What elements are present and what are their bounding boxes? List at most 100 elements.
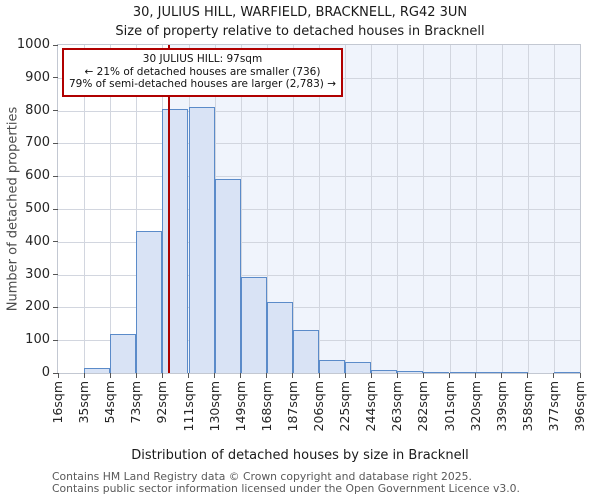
histogram-bar — [188, 107, 215, 373]
x-tick-mark — [553, 373, 555, 378]
x-tick-label: 225sqm — [337, 381, 353, 432]
gridline-vertical — [110, 45, 112, 373]
gridline-vertical — [423, 45, 425, 373]
gridline-vertical — [475, 45, 477, 373]
annotation-line-3: 79% of semi-detached houses are larger (… — [68, 78, 336, 90]
property-marker-line — [168, 45, 171, 373]
x-tick-label: 377sqm — [545, 381, 561, 432]
gridline-vertical — [397, 45, 399, 373]
x-tick-mark — [370, 373, 372, 378]
y-tick-label: 600 — [25, 168, 50, 184]
x-tick-label: 130sqm — [206, 381, 222, 432]
y-tick-label: 1000 — [16, 37, 50, 52]
y-tick-mark — [53, 306, 58, 308]
x-tick-label: 187sqm — [284, 381, 300, 432]
histogram-bar — [475, 372, 502, 373]
x-tick-mark — [161, 373, 163, 378]
x-tick-label: 301sqm — [441, 381, 457, 432]
x-tick-mark — [527, 373, 529, 378]
y-tick-mark — [53, 142, 58, 144]
footer-line-1: Contains HM Land Registry data © Crown c… — [52, 470, 472, 483]
y-tick-label: 300 — [25, 266, 50, 282]
gridline-vertical — [266, 45, 268, 373]
gridline-vertical — [240, 45, 242, 373]
y-tick-label: 500 — [25, 201, 50, 216]
histogram-bar — [240, 276, 267, 373]
y-tick-mark — [53, 44, 58, 46]
y-tick-mark — [53, 175, 58, 177]
x-tick-label: 206sqm — [311, 381, 326, 432]
x-tick-mark — [57, 373, 59, 378]
x-tick-label: 149sqm — [232, 381, 248, 432]
x-tick-mark — [344, 373, 346, 378]
x-tick-mark — [449, 373, 450, 378]
histogram-bar — [162, 108, 189, 373]
x-tick-mark — [579, 373, 581, 378]
x-tick-label: 282sqm — [415, 381, 431, 432]
x-tick-mark — [266, 373, 268, 378]
histogram-bar — [136, 230, 163, 373]
footer: Contains HM Land Registry data © Crown c… — [52, 471, 520, 494]
y-tick-label: 100 — [25, 332, 50, 348]
x-tick-mark — [292, 373, 294, 378]
x-tick-mark — [396, 373, 398, 378]
x-tick-label: 263sqm — [389, 381, 405, 432]
footer-line-2: Contains public sector information licen… — [52, 481, 520, 495]
x-tick-label: 54sqm — [102, 381, 118, 424]
gridline-vertical — [527, 45, 529, 373]
y-tick-label: 400 — [25, 233, 50, 249]
gridline-vertical — [449, 45, 451, 373]
histogram-bar — [553, 372, 580, 373]
histogram-bar — [214, 178, 241, 373]
x-tick-mark — [318, 373, 320, 378]
histogram-bar — [319, 359, 346, 373]
y-tick-label: 800 — [25, 102, 50, 118]
y-tick-label: 900 — [25, 69, 50, 85]
y-tick-label: 0 — [41, 365, 50, 380]
y-tick-mark — [53, 110, 58, 112]
annotation-line-2: ← 21% of detached houses are smaller (73… — [84, 65, 321, 78]
x-tick-label: 339sqm — [493, 381, 509, 432]
y-tick-mark — [53, 339, 58, 341]
x-tick-label: 16sqm — [50, 381, 65, 424]
histogram-bar — [345, 361, 372, 373]
histogram-bar — [266, 302, 293, 373]
x-tick-mark — [475, 373, 477, 378]
gridline-vertical — [501, 45, 503, 373]
gridline-vertical — [292, 45, 294, 373]
x-tick-label: 92sqm — [154, 381, 170, 424]
x-tick-label: 358sqm — [519, 381, 535, 432]
x-tick-mark — [83, 373, 85, 378]
plot-area: 0 100 200 300 400 500 600 700 800 900 1000 16sqm 35s… — [17, 38, 587, 432]
y-tick-mark — [53, 208, 58, 210]
annotation-line-1: 30 JULIUS HILL: 97sqm — [142, 53, 263, 65]
y-tick-mark — [53, 274, 58, 276]
x-tick-mark — [135, 373, 137, 378]
x-tick-mark — [422, 373, 424, 378]
x-tick-mark — [501, 373, 503, 378]
x-tick-mark — [188, 373, 189, 378]
histogram-bar — [397, 371, 424, 373]
x-tick-label: 320sqm — [467, 381, 483, 432]
histogram-bar — [110, 334, 137, 373]
x-tick-label: 111sqm — [180, 381, 196, 432]
histogram-bar — [449, 372, 476, 373]
x-tick-label: 396sqm — [572, 381, 587, 432]
y-tick-mark — [53, 241, 58, 243]
x-tick-label: 73sqm — [128, 381, 144, 424]
histogram-bar — [423, 371, 450, 373]
y-tick-label: 200 — [25, 299, 50, 315]
gridline-vertical — [553, 45, 555, 373]
x-axis-title: Distribution of detached houses by size … — [131, 448, 469, 463]
histogram-bar — [292, 330, 319, 373]
y-tick-mark — [53, 77, 58, 79]
x-tick-mark — [109, 373, 111, 378]
gridline-vertical — [136, 45, 138, 373]
x-tick-label: 244sqm — [363, 381, 379, 432]
chart-subtitle: Size of property relative to detached ho… — [115, 24, 485, 39]
y-tick-mark — [53, 372, 58, 374]
chart-title: 30, JULIUS HILL, WARFIELD, BRACKNELL, RG… — [132, 5, 468, 20]
annotation-box: 30 JULIUS HILL: 97sqm ← 21% of detached … — [62, 48, 343, 97]
x-tick-label: 35sqm — [76, 381, 92, 424]
